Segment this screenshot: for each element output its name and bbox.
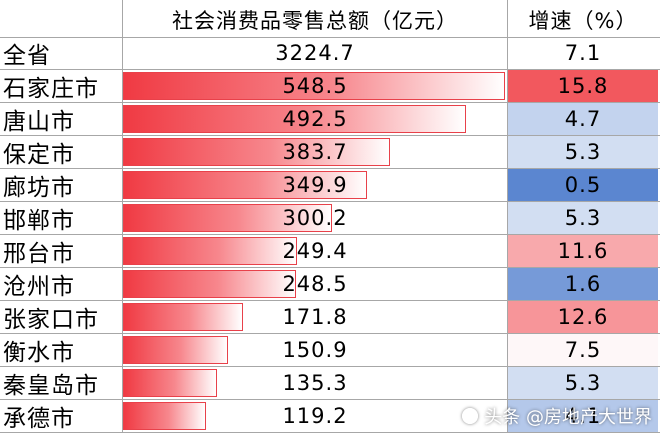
grid-line-horizontal bbox=[0, 300, 660, 301]
sales-value: 249.4 bbox=[282, 238, 348, 263]
sales-value: 300.2 bbox=[282, 205, 348, 230]
growth-value: 7.5 bbox=[564, 337, 602, 362]
sales-bar bbox=[123, 270, 296, 298]
grid-line-horizontal bbox=[0, 234, 660, 235]
total-growth: 7.1 bbox=[564, 41, 602, 65]
grid-line-horizontal bbox=[0, 267, 660, 268]
growth-heat-cell bbox=[508, 102, 658, 135]
growth-heat-cell bbox=[508, 333, 658, 366]
sales-value: 171.8 bbox=[282, 304, 348, 329]
sales-value: 248.5 bbox=[282, 271, 348, 296]
growth-heat-cell bbox=[508, 69, 658, 102]
grid-line-horizontal bbox=[0, 399, 660, 400]
header-growth: 增速（%） bbox=[528, 9, 638, 33]
growth-value: 5.3 bbox=[564, 205, 602, 230]
growth-value: 4.1 bbox=[564, 403, 602, 428]
city-name: 邢台市 bbox=[3, 240, 75, 267]
total-sales: 3224.7 bbox=[275, 41, 355, 65]
city-name: 唐山市 bbox=[3, 108, 75, 135]
grid-line-horizontal bbox=[0, 432, 660, 433]
city-name: 保定市 bbox=[3, 141, 75, 168]
sales-value: 492.5 bbox=[282, 106, 348, 131]
city-name: 廊坊市 bbox=[3, 174, 75, 201]
growth-value: 5.3 bbox=[564, 370, 602, 395]
grid-line-horizontal bbox=[0, 366, 660, 367]
growth-value: 5.3 bbox=[564, 139, 602, 164]
city-name: 承德市 bbox=[3, 405, 75, 432]
sales-value: 548.5 bbox=[282, 73, 348, 98]
sales-bar bbox=[123, 303, 243, 331]
growth-value: 0.5 bbox=[564, 172, 602, 197]
grid-line-horizontal bbox=[0, 168, 660, 169]
growth-heat-cell bbox=[508, 267, 658, 300]
grid-line-vertical bbox=[507, 0, 508, 432]
city-name: 石家庄市 bbox=[3, 75, 99, 102]
growth-heat-cell bbox=[508, 201, 658, 234]
growth-value: 15.8 bbox=[557, 73, 609, 98]
sales-bar bbox=[123, 369, 217, 397]
sales-value: 119.2 bbox=[282, 403, 348, 428]
sales-value: 383.7 bbox=[282, 139, 348, 164]
sales-bar bbox=[123, 402, 206, 430]
growth-value: 11.6 bbox=[557, 238, 609, 263]
growth-heat-cell bbox=[508, 300, 658, 333]
growth-value: 4.7 bbox=[564, 106, 602, 131]
grid-line-horizontal bbox=[0, 333, 660, 334]
sales-bar bbox=[123, 72, 505, 100]
sales-bar bbox=[123, 105, 466, 133]
city-name: 沧州市 bbox=[3, 273, 75, 300]
grid-line-horizontal bbox=[0, 69, 660, 70]
city-name: 秦皇岛市 bbox=[3, 372, 99, 399]
growth-value: 12.6 bbox=[557, 304, 609, 329]
sales-bar bbox=[123, 171, 367, 199]
header-sales: 社会消费品零售总额（亿元） bbox=[172, 9, 458, 33]
growth-heat-cell bbox=[508, 135, 658, 168]
sales-bar bbox=[123, 204, 332, 232]
watermark: 头条 @房地产大世界 bbox=[462, 403, 652, 429]
sales-bar bbox=[123, 138, 390, 166]
city-name: 邯郸市 bbox=[3, 207, 75, 234]
sales-value: 150.9 bbox=[282, 337, 348, 362]
watermark-text: 头条 @房地产大世界 bbox=[484, 407, 652, 428]
grid-line-horizontal bbox=[0, 135, 660, 136]
growth-heat-cell bbox=[508, 168, 658, 201]
growth-heat-cell bbox=[508, 234, 658, 267]
sales-bar bbox=[123, 336, 228, 364]
city-name: 衡水市 bbox=[3, 339, 75, 366]
growth-value: 1.6 bbox=[564, 271, 602, 296]
sales-value: 135.3 bbox=[282, 370, 348, 395]
growth-heat-cell bbox=[508, 399, 658, 432]
grid-line-horizontal bbox=[0, 201, 660, 202]
grid-line-horizontal bbox=[0, 102, 660, 103]
sales-bar bbox=[123, 237, 297, 265]
growth-heat-cell bbox=[508, 366, 658, 399]
camera-icon bbox=[462, 408, 479, 424]
city-name: 张家口市 bbox=[3, 306, 99, 333]
grid-line-horizontal bbox=[0, 37, 660, 38]
total-name: 全省 bbox=[3, 43, 51, 69]
grid-line-vertical bbox=[122, 0, 123, 432]
sales-value: 349.9 bbox=[282, 172, 348, 197]
